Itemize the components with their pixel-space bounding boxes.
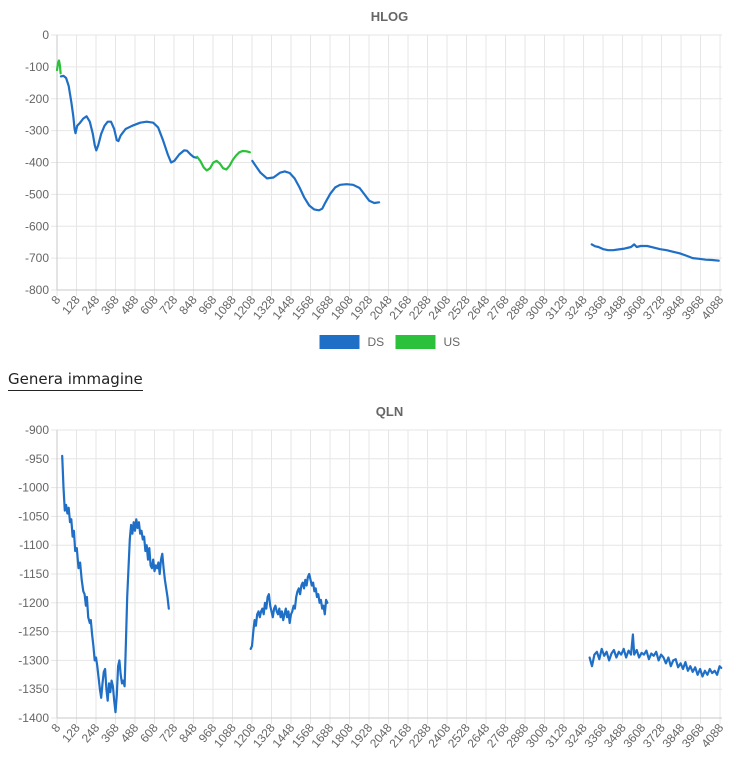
x-tick-label: 848 (176, 721, 200, 746)
x-tick-label: 728 (157, 293, 181, 318)
y-tick-label: -1300 (18, 653, 49, 667)
x-tick-label: 848 (176, 293, 200, 318)
y-tick-label: -1100 (19, 538, 49, 552)
y-tick-label: -1050 (18, 509, 49, 523)
x-tick-label: 728 (157, 721, 181, 746)
qln-chart: QLN -900 -950 -1000 -1050 -1100 -1150 -1200 -125… (18, 404, 726, 751)
y-tick-label: -100 (25, 60, 49, 74)
y-tick-label: -950 (25, 452, 49, 466)
y-tick-label: -900 (25, 423, 49, 437)
y-tick-label: -700 (25, 251, 49, 265)
x-tick-label: 128 (59, 293, 83, 318)
series-line-us (196, 149, 251, 172)
series-line-ds (61, 454, 170, 714)
y-tick-label: -1150 (19, 567, 49, 581)
y-tick-label: -300 (25, 124, 49, 138)
x-tick-label: 608 (137, 293, 161, 318)
y-tick-label: -1000 (18, 481, 49, 495)
y-tick-label: -1400 (18, 711, 49, 725)
x-tick-label: 368 (98, 293, 122, 318)
x-tick-label: 248 (79, 721, 103, 746)
y-tick-label: -1200 (18, 596, 49, 610)
hlog-chart: HLOG0-100-200-300-400-500-600-700-800812… (25, 9, 727, 349)
y-tick-label: -200 (25, 92, 49, 106)
chart-title: HLOG (371, 9, 409, 24)
x-tick-label: 4088 (698, 293, 726, 323)
x-tick-label: 608 (137, 721, 161, 746)
chart-title: QLN (376, 404, 403, 419)
legend-swatch-ds (319, 335, 360, 349)
y-tick-label: -1350 (18, 682, 49, 696)
legend-label-ds: DS (368, 335, 385, 349)
y-tick-label: -800 (25, 283, 49, 297)
y-tick-label: -400 (25, 156, 49, 170)
series-line-ds (588, 633, 723, 678)
x-tick-label: 368 (98, 721, 122, 746)
series-line-ds (249, 572, 329, 650)
x-tick-label: 488 (118, 721, 142, 746)
x-tick-label: 4088 (698, 721, 726, 751)
x-tick-label: 248 (79, 293, 103, 318)
series-line-us (55, 59, 62, 75)
y-tick-label: -600 (25, 219, 49, 233)
x-tick-label: 488 (118, 293, 142, 318)
x-tick-label: 128 (59, 721, 83, 746)
legend-label-us: US (444, 335, 461, 349)
y-tick-label: -500 (25, 187, 49, 201)
series-line-ds (251, 159, 381, 212)
series-line-ds (590, 243, 720, 262)
y-tick-label: 0 (42, 28, 49, 42)
legend-swatch-us (395, 335, 436, 349)
series-line-ds (59, 74, 198, 164)
y-tick-label: -1250 (18, 625, 49, 639)
generate-image-link[interactable]: Genera immagine (8, 370, 143, 391)
